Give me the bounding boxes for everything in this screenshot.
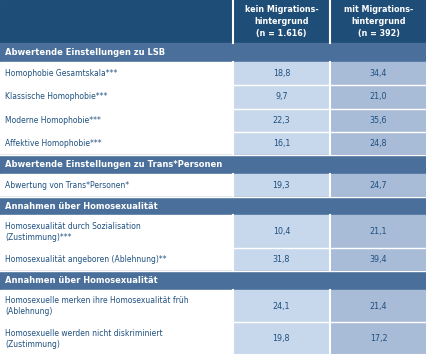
Bar: [0, 271, 426, 290]
Bar: [329, 290, 426, 322]
Text: 21,4: 21,4: [369, 302, 386, 311]
Bar: [329, 85, 426, 109]
Text: 24,1: 24,1: [272, 302, 289, 311]
Bar: [232, 132, 329, 155]
Bar: [0, 62, 232, 85]
Text: kein Migrations-
hintergrund
(n = 1.616): kein Migrations- hintergrund (n = 1.616): [244, 5, 317, 38]
Bar: [232, 85, 329, 109]
Bar: [232, 215, 329, 248]
Bar: [329, 215, 426, 248]
Text: Affektive Homophobie***: Affektive Homophobie***: [5, 139, 101, 148]
Bar: [232, 109, 329, 132]
Bar: [232, 62, 329, 85]
Text: Abwertende Einstellungen zu LSB: Abwertende Einstellungen zu LSB: [5, 48, 165, 57]
Text: 9,7: 9,7: [274, 92, 287, 102]
Text: Homosexualität angeboren (Ablehnung)**: Homosexualität angeboren (Ablehnung)**: [5, 255, 167, 264]
Text: Homosexualität durch Sozialisation
(Zustimmung)***: Homosexualität durch Sozialisation (Zust…: [5, 222, 141, 242]
Bar: [0, 43, 426, 62]
Bar: [0, 215, 232, 248]
Bar: [232, 174, 329, 197]
Bar: [232, 322, 329, 355]
Text: Klassische Homophobie***: Klassische Homophobie***: [5, 92, 107, 102]
Bar: [0, 132, 232, 155]
Text: mit Migrations-
hintergrund
(n = 392): mit Migrations- hintergrund (n = 392): [343, 5, 412, 38]
Bar: [329, 109, 426, 132]
Text: 24,7: 24,7: [369, 181, 386, 190]
Bar: [329, 322, 426, 355]
Bar: [0, 322, 232, 355]
Text: 18,8: 18,8: [272, 69, 289, 78]
Text: 10,4: 10,4: [272, 227, 289, 236]
Text: 39,4: 39,4: [369, 255, 386, 264]
Text: Abwertende Einstellungen zu Trans*Personen: Abwertende Einstellungen zu Trans*Person…: [5, 160, 222, 169]
Text: Homosexuelle werden nicht diskriminiert
(Zustimmung): Homosexuelle werden nicht diskriminiert …: [5, 329, 162, 349]
Text: 24,8: 24,8: [369, 139, 386, 148]
Text: 19,8: 19,8: [272, 334, 289, 343]
Bar: [0, 197, 426, 215]
Bar: [329, 132, 426, 155]
Bar: [232, 248, 329, 271]
Bar: [0, 174, 232, 197]
Text: Abwertung von Trans*Personen*: Abwertung von Trans*Personen*: [5, 181, 129, 190]
Text: Homophobie Gesamtskala***: Homophobie Gesamtskala***: [5, 69, 117, 78]
Text: 21,0: 21,0: [369, 92, 386, 102]
Text: Homosexuelle merken ihre Homosexualität früh
(Ablehnung): Homosexuelle merken ihre Homosexualität …: [5, 296, 188, 316]
Bar: [0, 155, 426, 174]
Text: 31,8: 31,8: [272, 255, 289, 264]
Bar: [232, 290, 329, 322]
Bar: [329, 62, 426, 85]
Text: 34,4: 34,4: [369, 69, 386, 78]
Bar: [0, 85, 232, 109]
Text: Annahmen über Homosexualität: Annahmen über Homosexualität: [5, 276, 158, 285]
Bar: [0, 290, 232, 322]
Text: Annahmen über Homosexualität: Annahmen über Homosexualität: [5, 202, 158, 211]
Text: 19,3: 19,3: [272, 181, 289, 190]
Bar: [329, 174, 426, 197]
Text: Moderne Homophobie***: Moderne Homophobie***: [5, 116, 101, 125]
Text: 16,1: 16,1: [272, 139, 289, 148]
Text: 21,1: 21,1: [369, 227, 386, 236]
Bar: [329, 248, 426, 271]
Text: 22,3: 22,3: [272, 116, 290, 125]
Text: 35,6: 35,6: [369, 116, 386, 125]
Text: 17,2: 17,2: [369, 334, 386, 343]
Bar: [0, 248, 232, 271]
Bar: [0, 109, 232, 132]
